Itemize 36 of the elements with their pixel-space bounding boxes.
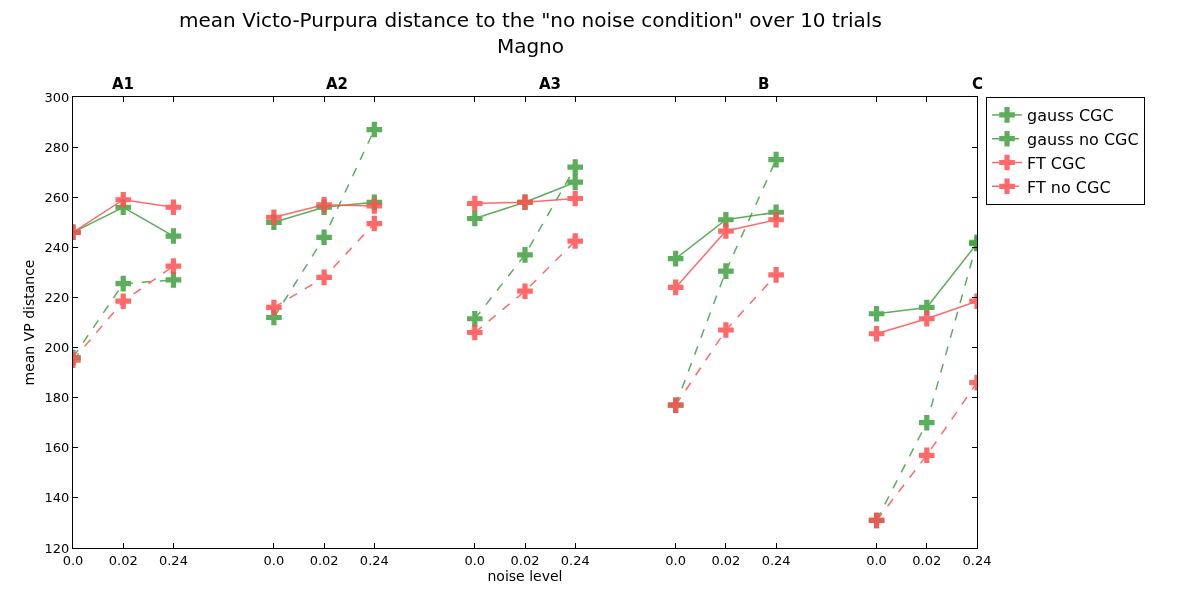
y-tick-label: 180 — [44, 390, 70, 406]
x-tick-label: 0.02 — [711, 552, 741, 568]
x-tick-label: 0.02 — [510, 552, 540, 568]
x-tick-label: 0.24 — [962, 552, 992, 568]
x-axis-title: noise level — [487, 567, 563, 584]
legend-label: gauss no CGC — [1027, 129, 1139, 149]
x-tick-label: 0.24 — [761, 552, 791, 568]
text: A2 — [326, 75, 349, 93]
y-tick-label: 240 — [44, 239, 70, 255]
x-tick-label: 0.02 — [108, 552, 138, 568]
x-tick-label: 0.0 — [464, 552, 486, 568]
x-tick-label: 0.0 — [665, 552, 687, 568]
x-tick-label: 0.02 — [309, 552, 339, 568]
y-tick-label: 260 — [44, 189, 70, 205]
chart-title: mean Victo-Purpura distance to the "no noise condition" over 10 trials — [179, 7, 882, 32]
y-tick-label: 200 — [44, 340, 70, 356]
text: B — [758, 75, 770, 93]
y-tick-label: 280 — [44, 139, 70, 155]
y-tick-label: 220 — [44, 289, 70, 305]
legend-label: gauss CGC — [1027, 106, 1114, 126]
chart-subtitle: Magno — [496, 33, 564, 58]
legend-label: FT CGC — [1027, 153, 1086, 173]
x-tick-label: 0.24 — [560, 552, 590, 568]
y-axis-title: mean VP distance — [21, 259, 38, 386]
x-tick-label: 0.24 — [359, 552, 389, 568]
text: A1 — [112, 75, 135, 93]
text: C — [972, 75, 984, 93]
text: A3 — [539, 75, 562, 93]
x-tick-label: 0.24 — [158, 552, 188, 568]
x-tick-label: 0.0 — [263, 552, 285, 568]
x-tick-label: 0.02 — [912, 552, 942, 568]
y-tick-label: 160 — [44, 440, 70, 456]
legend-label: FT no CGC — [1027, 177, 1111, 197]
y-tick-label: 140 — [44, 490, 70, 506]
y-tick-label: 300 — [44, 89, 70, 105]
x-tick-label: 0.0 — [866, 552, 887, 568]
